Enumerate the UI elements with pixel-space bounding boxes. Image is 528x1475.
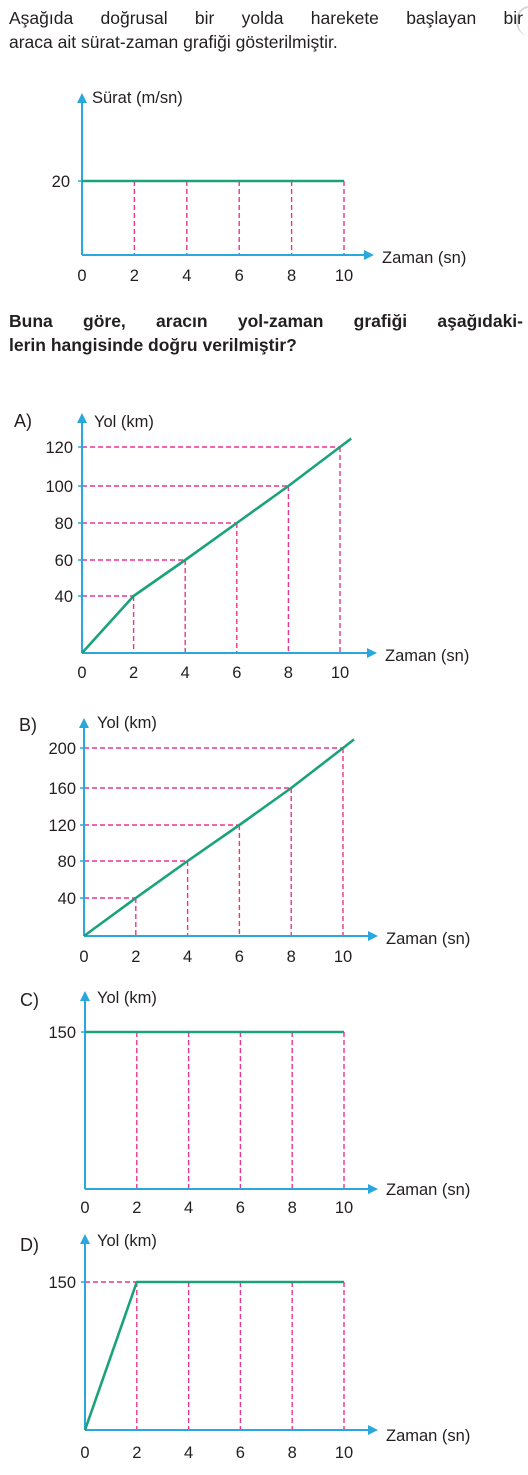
x-axis-arrow-icon xyxy=(368,931,378,941)
question-intro: Aşağıda doğrusal bir yolda harekete başl… xyxy=(9,6,523,54)
x-axis-arrow-icon xyxy=(368,1184,378,1194)
x-tick-label: 4 xyxy=(184,1199,193,1217)
y-tick-label: 120 xyxy=(48,817,76,835)
y-tick-label: 160 xyxy=(48,780,76,798)
option-a-chart[interactable]: A) Yol (km) Zaman (sn) 0 2 4 6 8 10 40 60 80 100 120 xyxy=(0,405,528,685)
option-label[interactable]: A) xyxy=(14,411,32,431)
x-tick-label: 2 xyxy=(131,948,140,966)
y-axis-label: Yol (km) xyxy=(97,714,157,732)
x-tick-label: 0 xyxy=(77,267,86,285)
x-tick-label: 4 xyxy=(181,664,190,682)
x-tick-label: 0 xyxy=(80,1444,89,1462)
option-label[interactable]: C) xyxy=(20,990,39,1010)
x-tick-label: 8 xyxy=(284,664,293,682)
x-axis-label: Zaman (sn) xyxy=(385,647,469,665)
question-stem: Buna göre, aracın yol-zaman grafiği aşağ… xyxy=(9,309,523,357)
x-tick-label: 0 xyxy=(79,948,88,966)
y-axis-arrow-icon xyxy=(80,1234,90,1244)
x-tick-label: 0 xyxy=(77,664,86,682)
x-tick-label: 6 xyxy=(236,1444,245,1462)
y-tick-label: 200 xyxy=(48,740,76,758)
y-tick-label: 40 xyxy=(58,890,76,908)
y-tick-label: 100 xyxy=(45,478,73,496)
x-tick-label: 10 xyxy=(335,1199,353,1217)
x-tick-label: 8 xyxy=(287,948,296,966)
x-tick-label: 4 xyxy=(183,948,192,966)
question-line-2: lerin hangisinde doğru verilmiştir? xyxy=(9,335,297,355)
series-line xyxy=(81,437,352,654)
x-tick-label: 10 xyxy=(334,948,352,966)
y-axis-arrow-icon xyxy=(80,991,90,1001)
x-tick-label: 2 xyxy=(132,1444,141,1462)
y-axis-label: Yol (km) xyxy=(97,1232,157,1250)
x-tick-label: 0 xyxy=(80,1199,89,1217)
y-tick-label: 60 xyxy=(55,552,73,570)
x-tick-label: 6 xyxy=(235,267,244,285)
y-axis-label: Sürat (m/sn) xyxy=(92,89,183,107)
option-label[interactable]: D) xyxy=(20,1235,39,1255)
y-axis-label: Yol (km) xyxy=(97,989,157,1007)
x-axis-arrow-icon xyxy=(368,1425,378,1435)
x-axis-arrow-icon xyxy=(367,648,377,658)
x-tick-label: 10 xyxy=(335,267,353,285)
option-label[interactable]: B) xyxy=(19,715,37,735)
series-line xyxy=(83,1280,344,1431)
y-tick-label: 150 xyxy=(48,1024,76,1042)
y-tick-label: 120 xyxy=(45,439,73,457)
x-tick-label: 4 xyxy=(184,1444,193,1462)
x-axis-arrow-icon xyxy=(364,250,374,260)
y-tick-label: 150 xyxy=(48,1274,76,1292)
x-axis-label: Zaman (sn) xyxy=(382,249,466,267)
x-tick-label: 10 xyxy=(331,664,349,682)
x-tick-label: 2 xyxy=(129,664,138,682)
x-tick-label: 4 xyxy=(182,267,191,285)
intro-line-1: Aşağıda doğrusal bir yolda harekete başl… xyxy=(9,8,523,28)
given-speed-time-chart: Sürat (m/sn) Zaman (sn) 0 2 4 6 8 10 20 xyxy=(52,89,467,285)
x-axis-label: Zaman (sn) xyxy=(386,1427,470,1445)
x-tick-label: 8 xyxy=(288,1199,297,1217)
option-c-chart[interactable]: C) Yol (km) Zaman (sn) 0 2 4 6 8 10 150 xyxy=(0,985,528,1217)
y-tick-label: 80 xyxy=(58,853,76,871)
intro-line-2: araca ait sürat-zaman grafiği gösterilmi… xyxy=(9,32,338,52)
x-tick-label: 6 xyxy=(235,948,244,966)
x-tick-label: 2 xyxy=(130,267,139,285)
y-tick-label: 20 xyxy=(52,173,70,191)
option-b-chart[interactable]: B) Yol (km) Zaman (sn) 0 2 4 6 8 10 40 80 120 160 200 xyxy=(0,710,528,970)
x-axis-label: Zaman (sn) xyxy=(386,1181,470,1199)
x-tick-label: 6 xyxy=(232,664,241,682)
x-tick-label: 10 xyxy=(335,1444,353,1462)
y-axis-arrow-icon xyxy=(77,413,87,423)
x-tick-label: 8 xyxy=(287,267,296,285)
x-tick-label: 8 xyxy=(288,1444,297,1462)
x-tick-label: 2 xyxy=(132,1199,141,1217)
x-axis-label: Zaman (sn) xyxy=(386,930,470,948)
page-curl-decoration xyxy=(516,6,528,36)
y-tick-label: 40 xyxy=(55,588,73,606)
question-line-1: Buna göre, aracın yol-zaman grafiği aşağ… xyxy=(9,311,523,331)
y-tick-label: 80 xyxy=(55,515,73,533)
x-tick-label: 6 xyxy=(236,1199,245,1217)
option-d-chart[interactable]: D) Yol (km) Zaman (sn) 0 2 4 6 8 10 150 xyxy=(0,1228,528,1468)
y-axis-label: Yol (km) xyxy=(94,413,154,431)
series-line xyxy=(83,738,355,938)
y-axis-arrow-icon xyxy=(79,718,89,728)
y-axis-arrow-icon xyxy=(77,93,87,103)
